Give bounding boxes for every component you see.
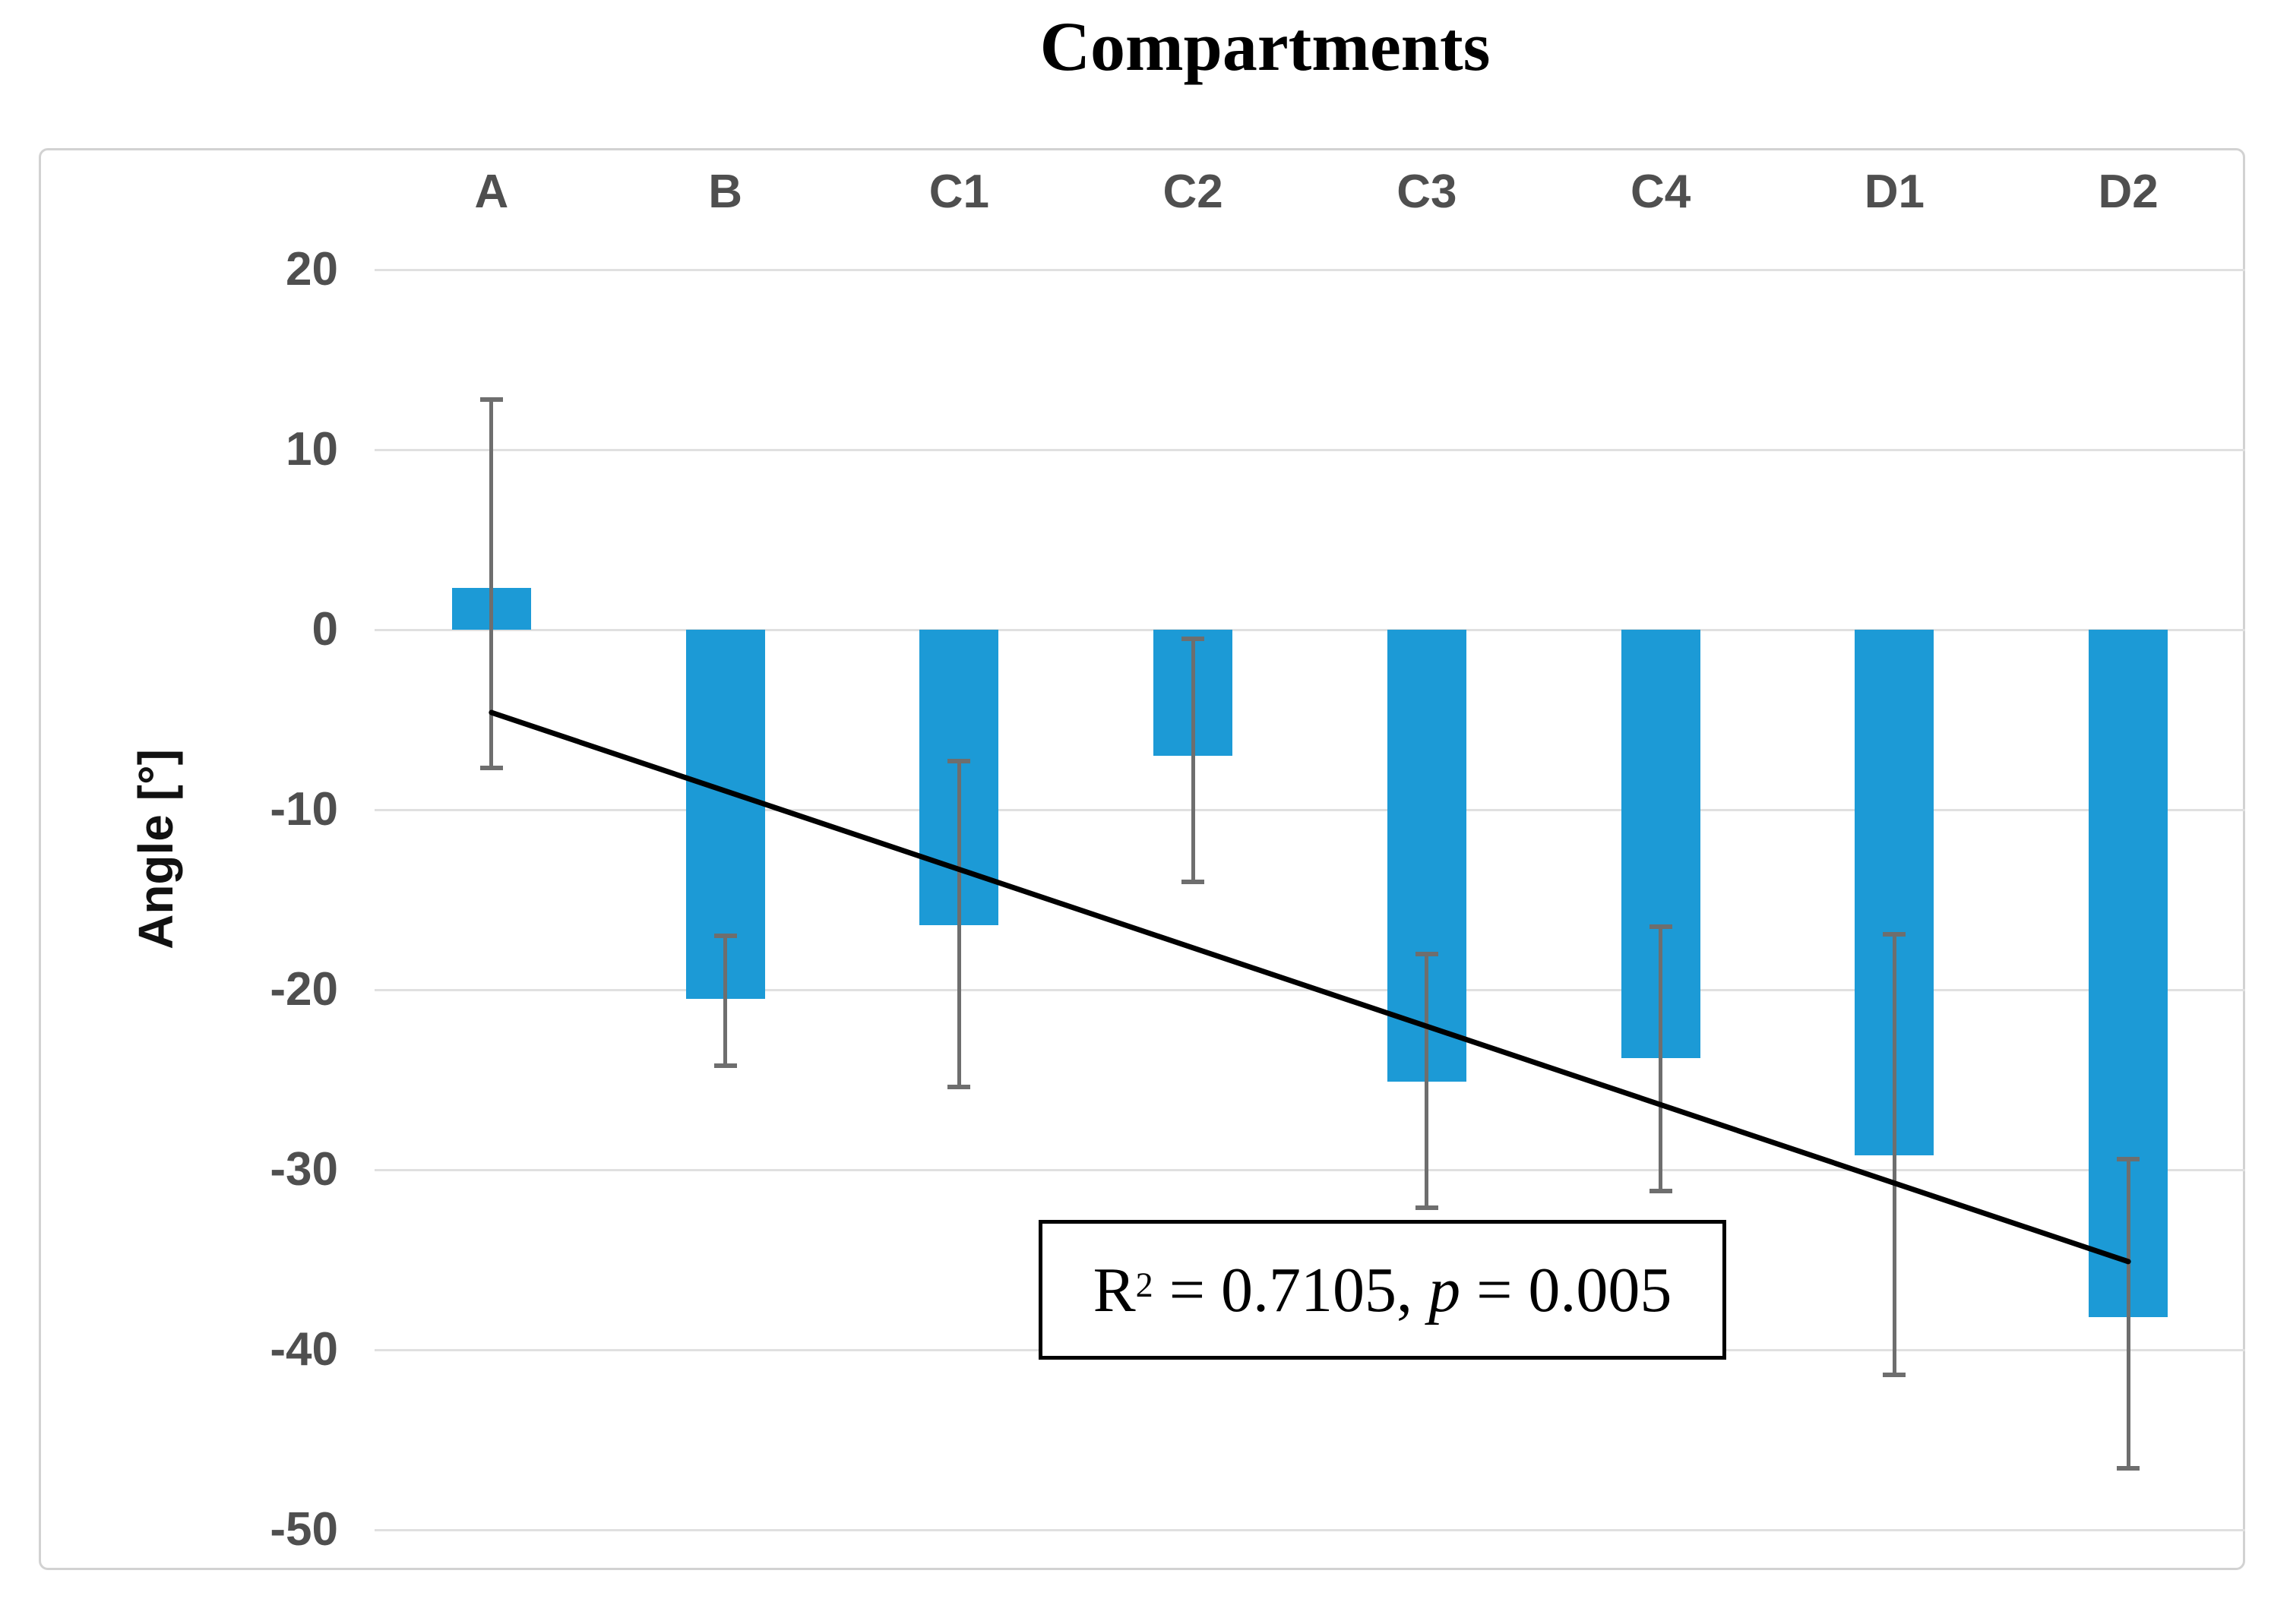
gridline--50 — [375, 1528, 2245, 1531]
error-bar-cap-bottom-D2 — [2117, 1466, 2140, 1471]
error-bar-cap-top-A — [479, 397, 503, 402]
annotation-end-text: = 0.005 — [1460, 1254, 1672, 1325]
category-label-D1: D1 — [1864, 166, 1925, 218]
gridline-0 — [375, 628, 2245, 631]
error-bar-line-C3 — [1425, 953, 1429, 1208]
chart-title: Compartments — [1039, 8, 1491, 85]
y-tick--50: -50 — [270, 1503, 338, 1556]
error-bar-cap-top-D2 — [2117, 1156, 2140, 1161]
category-label-A: A — [474, 166, 509, 218]
error-bar-cap-top-C1 — [947, 759, 971, 763]
gridline--10 — [375, 808, 2245, 811]
error-bar-line-C2 — [1191, 638, 1195, 882]
error-bar-cap-bottom-A — [479, 766, 503, 771]
category-label-C2: C2 — [1162, 166, 1223, 218]
category-label-B: B — [708, 166, 743, 218]
error-bar-cap-bottom-C3 — [1415, 1205, 1438, 1210]
error-bar-cap-top-C2 — [1181, 636, 1205, 641]
error-bar-cap-top-B — [713, 933, 737, 938]
y-tick-0: 0 — [312, 603, 338, 656]
gridline-20 — [375, 268, 2245, 271]
annotation-p-italic: p — [1428, 1254, 1461, 1325]
y-tick-20: 20 — [286, 243, 338, 295]
error-bar-cap-top-C4 — [1649, 924, 1672, 930]
annotation-mid-text: = 0.7105, — [1153, 1254, 1429, 1325]
error-bar-line-A — [489, 399, 494, 769]
y-tick--20: -20 — [270, 963, 338, 1016]
y-tick--10: -10 — [270, 783, 338, 836]
error-bar-line-C1 — [957, 761, 961, 1087]
error-bar-cap-bottom-D1 — [1883, 1373, 1906, 1378]
error-bar-cap-bottom-C1 — [947, 1084, 971, 1089]
error-bar-cap-bottom-C2 — [1181, 879, 1205, 884]
category-label-C3: C3 — [1396, 166, 1457, 218]
category-label-C1: C1 — [928, 166, 989, 218]
y-axis-title: Angle [°] — [128, 749, 183, 949]
y-tick--40: -40 — [270, 1323, 338, 1376]
category-label-D2: D2 — [2098, 166, 2159, 218]
error-bar-cap-top-D1 — [1883, 931, 1906, 937]
error-bar-cap-bottom-C4 — [1649, 1189, 1672, 1194]
error-bar-cap-top-C3 — [1415, 951, 1438, 956]
annotation-r: R — [1093, 1254, 1136, 1325]
error-bar-line-B — [723, 935, 728, 1066]
gridline--30 — [375, 1168, 2245, 1171]
error-bar-line-D2 — [2126, 1158, 2130, 1469]
category-label-C4: C4 — [1630, 166, 1691, 218]
error-bar-line-D1 — [1892, 934, 1896, 1376]
error-bar-cap-bottom-B — [713, 1063, 737, 1068]
error-bar-line-C4 — [1659, 927, 1663, 1192]
y-tick--30: -30 — [270, 1143, 338, 1196]
gridline--20 — [375, 988, 2245, 991]
y-tick-10: 10 — [286, 423, 338, 476]
gridline-10 — [375, 448, 2245, 451]
